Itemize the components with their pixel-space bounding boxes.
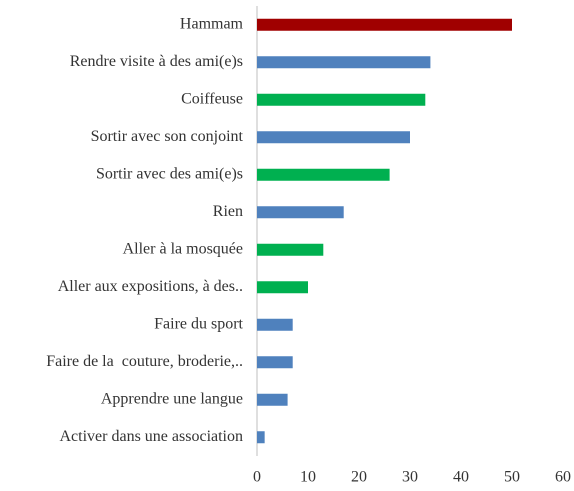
bar — [257, 206, 344, 219]
bar — [257, 393, 288, 406]
x-tick-label: 0 — [253, 469, 261, 486]
bar — [257, 431, 265, 444]
bar — [257, 243, 324, 256]
y-tick-label: Rendre visite à des ami(e)s — [70, 53, 243, 70]
x-tick-label: 10 — [300, 469, 316, 486]
y-tick-label: Activer dans une association — [60, 428, 244, 445]
bar — [257, 318, 293, 331]
bar — [257, 281, 308, 294]
x-tick-label: 30 — [402, 469, 418, 486]
y-tick-label: Rien — [213, 203, 243, 220]
x-tick-label: 40 — [453, 469, 469, 486]
y-tick-label: Aller à la mosquée — [123, 240, 243, 257]
bar — [257, 18, 512, 31]
y-tick-label: Sortir avec son conjoint — [91, 128, 244, 145]
y-tick-label: Sortir avec des ami(e)s — [96, 165, 243, 182]
bar — [257, 356, 293, 369]
y-tick-label: Hammam — [180, 15, 244, 32]
y-tick-label: Aller aux expositions, à des.. — [58, 278, 243, 295]
y-tick-label: Faire de la couture, broderie,.. — [46, 353, 243, 370]
bar — [257, 56, 431, 69]
bar — [257, 93, 426, 106]
x-tick-label: 60 — [555, 469, 571, 486]
x-tick-label: 50 — [504, 469, 520, 486]
x-tick-label: 20 — [351, 469, 367, 486]
y-tick-label: Apprendre une langue — [101, 390, 243, 407]
bar — [257, 168, 390, 181]
y-tick-label: Coiffeuse — [181, 90, 243, 107]
y-tick-label: Faire du sport — [154, 315, 243, 332]
bar — [257, 131, 410, 144]
